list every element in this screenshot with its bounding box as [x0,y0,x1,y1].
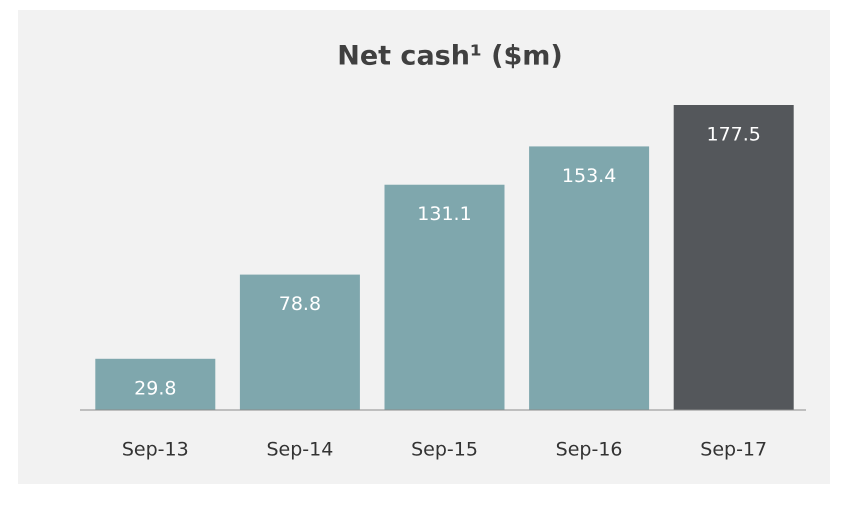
bar [529,146,650,411]
bar [239,274,360,410]
x-tick-label: Sep-14 [266,439,333,461]
data-label: 153.4 [562,165,616,187]
chart-title: Net cash¹ ($m) [337,41,563,72]
bar [673,105,794,410]
data-label: 29.8 [134,377,176,399]
bar [384,184,505,410]
data-label: 131.1 [417,203,471,225]
x-tick-label: Sep-15 [411,439,478,461]
data-label: 177.5 [706,124,760,146]
x-tick-label: Sep-17 [700,439,767,461]
data-label: 78.8 [279,293,321,315]
x-tick-label: Sep-13 [122,439,189,461]
bar [95,358,216,410]
x-tick-label: Sep-16 [556,439,623,461]
